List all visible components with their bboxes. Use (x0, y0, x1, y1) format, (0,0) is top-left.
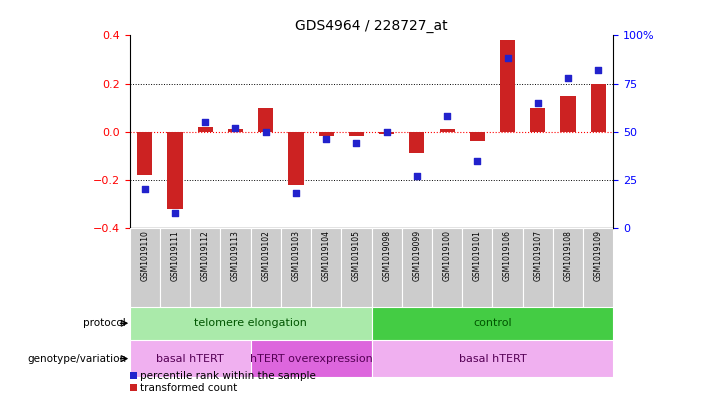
Text: GSM1019106: GSM1019106 (503, 230, 512, 281)
Bar (440, 129, 455, 132)
Bar (349, 132, 364, 136)
Bar (432, 228, 462, 307)
Text: hTERT overexpression: hTERT overexpression (250, 354, 372, 364)
Bar (379, 132, 394, 134)
Point (200, 119, 211, 125)
Bar (462, 228, 492, 307)
Bar (341, 228, 372, 307)
Bar (500, 40, 515, 132)
Bar (137, 132, 152, 175)
Bar (583, 228, 613, 307)
Text: GSM1019100: GSM1019100 (442, 230, 451, 281)
Point (502, 55, 513, 62)
Point (320, 136, 332, 143)
Text: genotype/variation: genotype/variation (27, 354, 126, 364)
Bar (409, 132, 424, 153)
Bar (251, 340, 372, 377)
Text: GSM1019109: GSM1019109 (594, 230, 603, 281)
Text: basal hTERT: basal hTERT (156, 354, 224, 364)
Bar (372, 228, 402, 307)
Text: GSM1019111: GSM1019111 (170, 230, 179, 281)
Point (442, 113, 453, 119)
Text: GSM1019105: GSM1019105 (352, 230, 361, 281)
Text: GSM1019113: GSM1019113 (231, 230, 240, 281)
Bar (591, 83, 606, 132)
Bar (523, 228, 553, 307)
Bar (130, 307, 372, 340)
Title: GDS4964 / 228727_at: GDS4964 / 228727_at (295, 19, 448, 33)
Point (350, 140, 362, 146)
Text: GSM1019112: GSM1019112 (200, 230, 210, 281)
Point (592, 67, 604, 73)
Text: protocol: protocol (83, 318, 126, 328)
Text: percentile rank within the sample: percentile rank within the sample (140, 371, 316, 382)
Bar (311, 228, 341, 307)
Bar (130, 228, 160, 307)
Point (411, 173, 423, 179)
Bar (402, 228, 432, 307)
Point (139, 186, 151, 193)
Text: GSM1019098: GSM1019098 (382, 230, 391, 281)
Text: GSM1019110: GSM1019110 (140, 230, 149, 281)
Bar (372, 307, 613, 340)
Text: telomere elongation: telomere elongation (194, 318, 307, 328)
Point (170, 209, 181, 216)
Text: GSM1019101: GSM1019101 (473, 230, 482, 281)
Bar (130, 340, 251, 377)
Text: GSM1019108: GSM1019108 (564, 230, 573, 281)
Bar (220, 228, 251, 307)
Bar (530, 108, 545, 132)
Bar (228, 129, 243, 132)
Bar (470, 132, 485, 141)
Bar (281, 228, 311, 307)
Point (562, 75, 573, 81)
Text: transformed count: transformed count (140, 383, 238, 393)
Bar (251, 228, 281, 307)
Point (381, 129, 393, 135)
Bar (160, 228, 190, 307)
Bar (561, 95, 576, 132)
Bar (198, 127, 213, 132)
Bar (168, 132, 182, 209)
Text: GSM1019099: GSM1019099 (412, 230, 421, 281)
Bar (319, 132, 334, 136)
Bar (492, 228, 523, 307)
Text: GSM1019104: GSM1019104 (322, 230, 331, 281)
Text: GSM1019107: GSM1019107 (533, 230, 543, 281)
Point (290, 190, 301, 196)
Text: basal hTERT: basal hTERT (458, 354, 526, 364)
Bar (190, 228, 220, 307)
Point (532, 99, 543, 106)
Text: control: control (473, 318, 512, 328)
Bar (553, 228, 583, 307)
Bar (288, 132, 304, 185)
Text: GSM1019102: GSM1019102 (261, 230, 270, 281)
Bar (372, 340, 613, 377)
Point (260, 129, 271, 135)
Bar (258, 108, 273, 132)
Point (472, 157, 483, 163)
Point (230, 125, 241, 131)
Text: GSM1019103: GSM1019103 (292, 230, 301, 281)
